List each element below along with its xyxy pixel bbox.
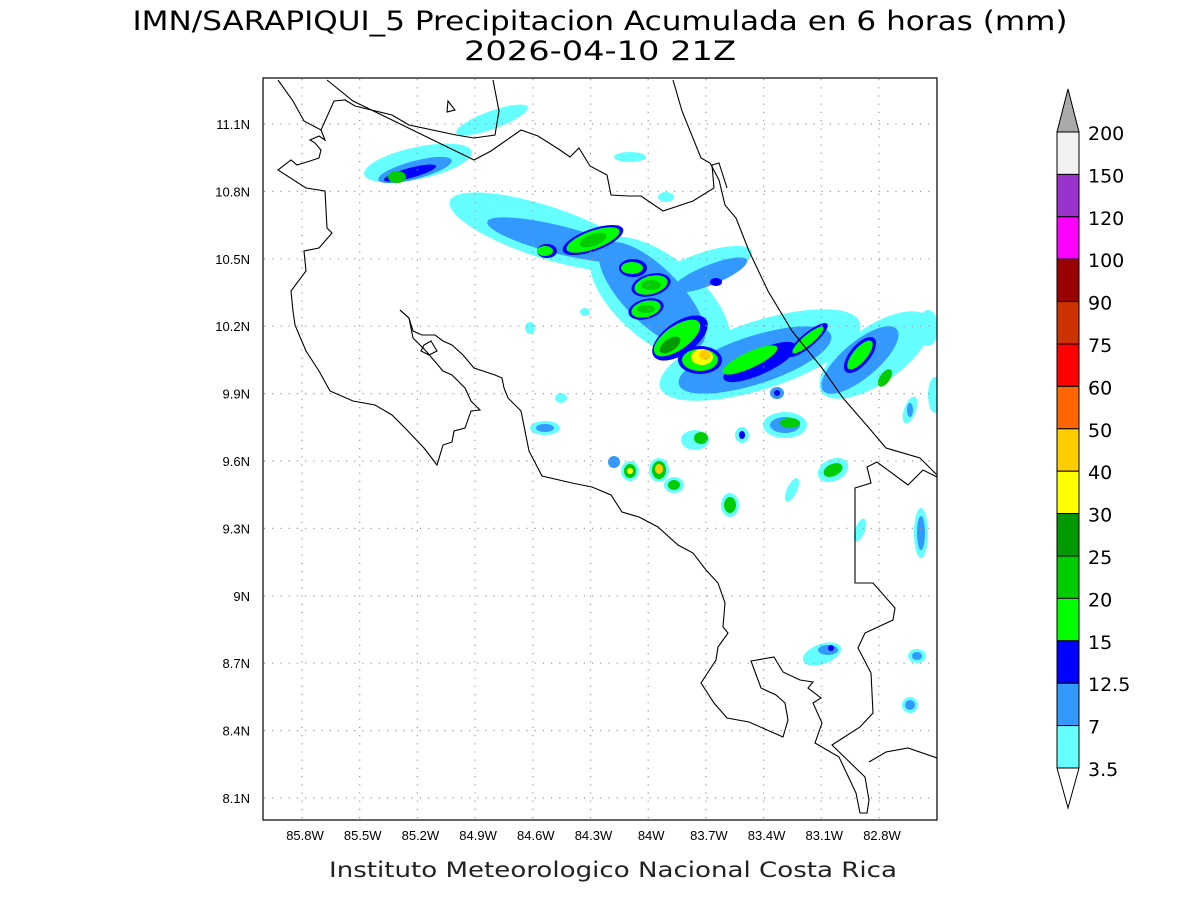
- colorbar-label: 75: [1088, 335, 1112, 357]
- lat-tick-label: 10.8N: [215, 184, 250, 199]
- map-panel: 85.8W 85.5W 85.2W 84.9W 84.6W 84.3W 84W 83.7W 83…: [215, 77, 938, 843]
- lon-tick-label: 84W: [638, 828, 665, 843]
- colorbar-swatch: [1056, 343, 1080, 387]
- colorbar-label: 150: [1088, 165, 1124, 187]
- precip-cell: [658, 192, 674, 202]
- axis-tick-labels: 85.8W 85.5W 85.2W 84.9W 84.6W 84.3W 84W 83.7W 83…: [215, 117, 901, 843]
- colorbar-label: 15: [1088, 632, 1112, 654]
- lat-tick-label: 8.1N: [223, 791, 250, 806]
- lon-tick-label: 84.6W: [517, 828, 555, 843]
- colorbar-swatch: [1056, 173, 1080, 218]
- colorbar-label: 40: [1088, 462, 1112, 484]
- colorbar-label: 50: [1088, 420, 1112, 442]
- colorbar-label: 90: [1088, 293, 1112, 315]
- lon-tick-label: 82.8W: [863, 828, 901, 843]
- precip-cell: [364, 143, 472, 184]
- colorbar-swatch: [1056, 470, 1080, 515]
- colorbar-swatch: [1056, 385, 1080, 430]
- precip-band-main: [449, 192, 931, 401]
- colorbar-label: 60: [1088, 377, 1112, 399]
- lon-tick-label: 83.7W: [690, 828, 728, 843]
- colorbar-label: 200: [1088, 123, 1124, 145]
- map-frame: [262, 77, 938, 821]
- colorbar-swatch: [1056, 597, 1080, 642]
- map-background: [263, 78, 937, 820]
- colorbar-swatch: [1056, 725, 1080, 769]
- lon-tick-label: 85.5W: [344, 828, 382, 843]
- precip-scattered-cells: [525, 308, 937, 713]
- lat-tick-label: 9.9N: [223, 387, 250, 402]
- precip-cell: [456, 104, 528, 136]
- colorbar-legend: 200 150 120 100 90 75 60 50 40 30 25 20 15 12.5 7 3.5: [1056, 88, 1130, 810]
- precip-cell: [614, 152, 646, 162]
- lon-tick-label: 85.2W: [402, 828, 440, 843]
- lon-tick-label: 83.1W: [806, 828, 844, 843]
- colorbar-label: 12.5: [1088, 674, 1130, 696]
- lat-tick-label: 8.4N: [223, 724, 250, 739]
- map-gridlines: [264, 79, 936, 819]
- lon-tick-label: 85.8W: [286, 828, 324, 843]
- lat-tick-label: 11.1N: [216, 117, 250, 132]
- colorbar-label: 3.5: [1088, 759, 1118, 781]
- lat-tick-label: 10.5N: [215, 252, 250, 267]
- colorbar-under-triangle: [1056, 767, 1080, 810]
- lat-tick-label: 9N: [233, 589, 250, 604]
- map-valid-time: 2026-04-10 21Z: [464, 36, 736, 67]
- colorbar-swatch: [1056, 131, 1080, 175]
- colorbar-label: 25: [1088, 547, 1112, 569]
- colorbar-swatch: [1056, 428, 1080, 472]
- lat-tick-label: 10.2N: [215, 319, 250, 334]
- coastlines: [277, 79, 937, 814]
- precipitation-field: [364, 104, 937, 713]
- lat-tick-label: 8.7N: [223, 656, 250, 671]
- map-title: IMN/SARAPIQUI_5 Precipitacion Acumulada …: [133, 6, 1068, 37]
- colorbar-label: 20: [1088, 589, 1112, 611]
- lat-tick-label: 9.3N: [223, 521, 250, 536]
- colorbar-swatch: [1056, 513, 1080, 557]
- colorbar-label: 7: [1088, 717, 1100, 739]
- lon-tick-label: 83.4W: [748, 828, 786, 843]
- lat-tick-label: 9.6N: [223, 454, 250, 469]
- lon-tick-label: 84.9W: [459, 828, 497, 843]
- lon-tick-label: 84.3W: [575, 828, 613, 843]
- colorbar-swatch: [1056, 640, 1080, 684]
- colorbar-label: 30: [1088, 505, 1112, 527]
- footer-credit: Instituto Meteorologico Nacional Costa R…: [329, 858, 897, 882]
- colorbar-label: 100: [1088, 250, 1124, 272]
- colorbar-label: 120: [1088, 208, 1124, 230]
- colorbar-swatch: [1056, 301, 1080, 345]
- colorbar-swatch: [1056, 555, 1080, 599]
- colorbar-swatch: [1056, 258, 1080, 303]
- colorbar-over-triangle: [1056, 88, 1080, 133]
- colorbar-swatch: [1056, 216, 1080, 260]
- colorbar-swatch: [1056, 682, 1080, 727]
